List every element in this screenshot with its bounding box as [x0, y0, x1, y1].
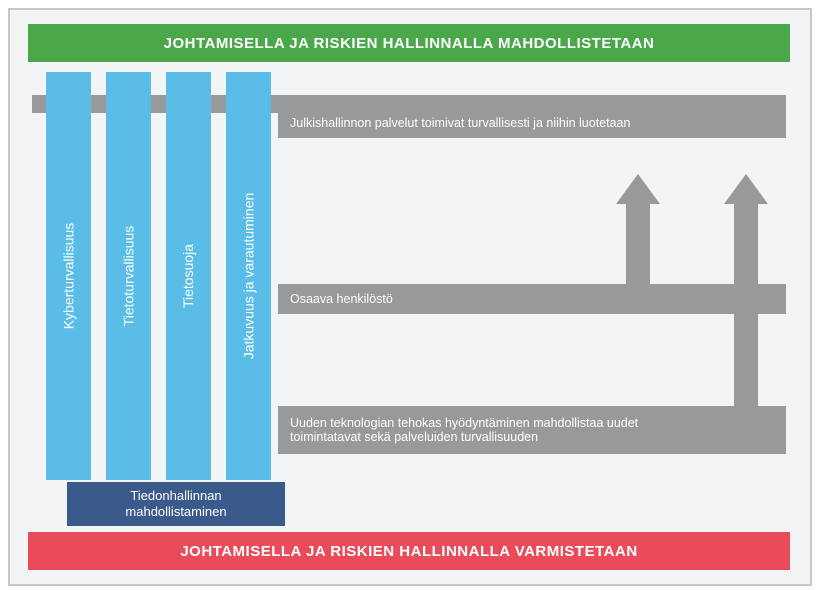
pillar-kyberturvallisuus: Kyberturvallisuus — [46, 72, 91, 480]
diagram-frame: JOHTAMISELLA JA RISKIEN HALLINNALLA MAHD… — [8, 8, 812, 586]
pillar-label: Tietoturvallisuus — [121, 226, 137, 327]
foundation-line1: Tiedonhallinnan — [130, 488, 221, 504]
pillar-jatkuvuus: Jatkuvuus ja varautuminen — [226, 72, 271, 480]
pillar-tietosuoja: Tietosuoja — [166, 72, 211, 480]
pillar-label: Kyberturvallisuus — [61, 223, 77, 330]
banner-bottom-label: JOHTAMISELLA JA RISKIEN HALLINNALLA VARM… — [180, 543, 637, 560]
pillar-label: Tietosuoja — [181, 244, 197, 308]
foundation-box: Tiedonhallinnan mahdollistaminen — [67, 482, 285, 526]
foundation-line2: mahdollistaminen — [125, 504, 226, 520]
pillar-tietoturvallisuus: Tietoturvallisuus — [106, 72, 151, 480]
banner-bottom: JOHTAMISELLA JA RISKIEN HALLINNALLA VARM… — [28, 532, 790, 570]
pillar-label: Jatkuvuus ja varautuminen — [241, 193, 257, 360]
